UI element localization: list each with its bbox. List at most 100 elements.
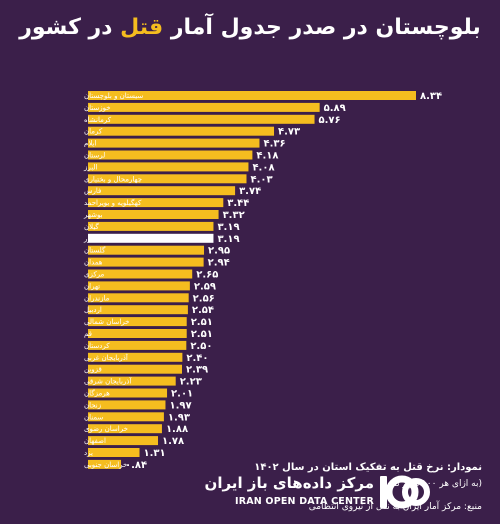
category-label-3: کرمان <box>84 128 103 136</box>
value-label-21: ۲.۵۰ <box>190 341 212 352</box>
category-label-12: کل کشور <box>83 235 112 243</box>
category-label-6: البرز <box>83 163 97 171</box>
value-label-9: ۳.۴۴ <box>227 198 249 209</box>
title-text-end: در کشور <box>19 15 121 40</box>
category-label-26: زنجان <box>84 401 101 409</box>
category-label-30: یزد <box>84 449 93 457</box>
category-label-21: کردستان <box>84 342 110 350</box>
bar-13 <box>88 245 205 255</box>
title-highlight: قتل <box>120 15 164 40</box>
value-label-28: ۱.۸۸ <box>166 424 188 435</box>
value-label-11: ۳.۱۹ <box>217 222 239 233</box>
category-label-2: کرمانشاه <box>84 116 112 124</box>
bar-26 <box>88 400 166 410</box>
logo-name-fa: مرکز داده‌های باز ایران <box>204 474 374 492</box>
bar-18 <box>88 305 188 315</box>
category-label-24: آذربایجان شرقی <box>84 377 132 386</box>
category-label-9: کهگیلویه و بویراحمد <box>84 198 142 207</box>
category-label-19: خراسان شمالی <box>84 318 130 326</box>
category-label-17: مازندران <box>84 294 110 302</box>
category-label-4: ایلام <box>84 140 96 148</box>
bar-29 <box>88 436 159 446</box>
value-label-29: ۱.۷۸ <box>162 436 184 447</box>
category-label-8: فارس <box>84 187 101 195</box>
category-label-28: خراسان رضوی <box>84 425 128 433</box>
value-label-17: ۲.۵۶ <box>193 293 215 304</box>
bar-6 <box>88 162 249 172</box>
category-label-23: قزوین <box>84 366 102 374</box>
bar-4 <box>88 138 260 148</box>
bar-8 <box>88 186 236 196</box>
category-label-31: خراسان جنوبی <box>84 461 127 469</box>
value-label-16: ۲.۵۹ <box>194 281 216 292</box>
category-label-14: همدان <box>84 259 103 267</box>
value-label-27: ۱.۹۳ <box>168 412 190 423</box>
value-label-14: ۲.۹۴ <box>208 258 230 269</box>
value-label-13: ۲.۹۵ <box>208 246 230 257</box>
bar-30 <box>88 448 140 457</box>
bar-20 <box>88 329 187 338</box>
bar-23 <box>88 364 182 374</box>
category-label-25: هرمزگان <box>84 389 110 398</box>
bar-19 <box>88 317 187 327</box>
category-label-10: بوشهر <box>83 211 103 219</box>
logo-name-en: IRAN OPEN DATA CENTER <box>234 496 374 507</box>
category-label-27: سمنان <box>84 413 103 421</box>
bar-7 <box>88 174 247 184</box>
category-label-18: اردبیل <box>84 306 102 314</box>
bar-27 <box>88 412 164 422</box>
value-label-24: ۲.۲۳ <box>180 377 202 388</box>
iodc-logo: مرکز داده‌های باز ایران IRAN OPEN DATA C… <box>205 470 430 518</box>
category-label-5: لرستان <box>84 152 105 160</box>
value-label-7: ۴.۰۳ <box>250 174 272 185</box>
value-label-4: ۴.۳۶ <box>263 139 285 150</box>
value-label-2: ۵.۷۶ <box>319 115 341 126</box>
category-label-22: آذربایجان غربی <box>84 353 129 362</box>
value-label-25: ۲.۰۱ <box>171 389 193 400</box>
bar-0 <box>88 91 416 100</box>
bar-15 <box>88 269 193 279</box>
value-label-3: ۴.۷۳ <box>278 127 300 138</box>
bar-17 <box>88 293 189 303</box>
bar-22 <box>88 352 183 362</box>
value-label-6: ۴.۰۸ <box>252 162 274 173</box>
bar-14 <box>88 257 204 267</box>
category-label-0: سیستان و بلوچستان <box>84 92 143 100</box>
bar-12 <box>88 233 214 243</box>
bar-9 <box>88 198 224 208</box>
iodc-logo-icon <box>380 475 430 509</box>
unit-note: (به ازای هر ۱۰۰ هزار نفر) <box>384 479 482 489</box>
bar-31 <box>88 459 122 469</box>
value-label-8: ۳.۷۴ <box>239 186 261 197</box>
value-label-12: ۳.۱۹ <box>217 234 239 245</box>
bar-21 <box>88 340 187 350</box>
title-text-start: بلوچستان در صدر جدول آمار <box>163 15 481 40</box>
value-label-18: ۲.۵۴ <box>192 305 214 316</box>
value-label-23: ۲.۳۹ <box>186 365 208 376</box>
category-label-29: اصفهان <box>84 437 106 445</box>
value-label-1: ۵.۸۹ <box>324 103 346 114</box>
value-label-20: ۲.۵۱ <box>191 329 213 340</box>
category-label-20: قم <box>84 330 92 338</box>
value-label-22: ۲.۴۰ <box>186 353 208 364</box>
value-label-5: ۴.۱۸ <box>256 151 278 162</box>
category-label-15: مرکزی <box>84 271 105 279</box>
bar-3 <box>88 126 275 136</box>
value-label-19: ۲.۵۱ <box>191 317 213 328</box>
category-label-1: خوزستان <box>84 104 111 112</box>
bar-24 <box>88 376 176 386</box>
value-label-26: ۱.۹۷ <box>169 400 191 411</box>
value-label-15: ۲.۶۵ <box>196 270 218 281</box>
bar-chart: سیستان و بلوچستان ۸.۳۴ خوزستان ۵.۸۹ کرمانشاه… <box>83 91 442 470</box>
chart-title: بلوچستان در صدر جدول آمار قتل در کشور <box>0 12 500 44</box>
bar-28 <box>88 424 162 434</box>
value-label-31: ۰.۸۴ <box>125 460 147 470</box>
bar-1 <box>88 102 320 112</box>
bar-5 <box>88 150 253 160</box>
category-label-13: گلستان <box>84 246 106 255</box>
bar-2 <box>88 114 315 124</box>
bar-16 <box>88 281 190 291</box>
value-label-0: ۸.۳۴ <box>420 91 442 102</box>
bar-10 <box>88 210 219 219</box>
value-label-30: ۱.۳۱ <box>144 448 166 459</box>
